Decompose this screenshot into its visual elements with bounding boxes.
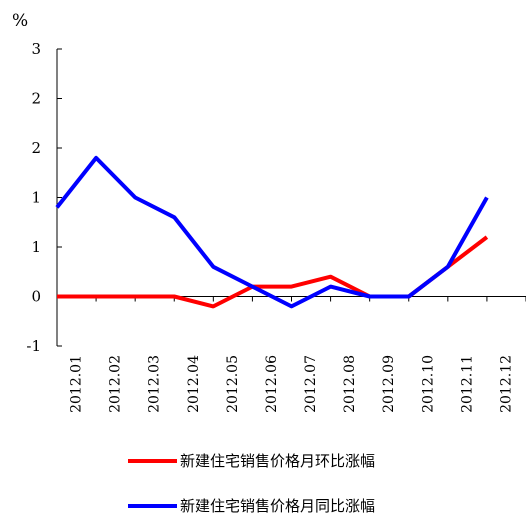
y-tick-label: 2 bbox=[31, 90, 41, 108]
x-tick-label: 2012.10 bbox=[420, 355, 436, 413]
y-axis-ticks: 3 2 2 1 1 0 -1 bbox=[26, 40, 62, 355]
legend-label-mom: 新建住宅销售价格月环比涨幅 bbox=[180, 452, 375, 470]
y-tick-label: 1 bbox=[31, 189, 41, 207]
x-tick-label: 2012.06 bbox=[264, 355, 280, 413]
x-axis-ticks: 2012.01 2012.02 2012.03 2012.04 2012.05 2012.… bbox=[69, 296, 526, 413]
x-tick-label: 2012.12 bbox=[498, 355, 514, 413]
x-tick-label: 2012.02 bbox=[108, 355, 124, 413]
x-tick-label: 2012.03 bbox=[147, 355, 163, 413]
legend-label-yoy: 新建住宅销售价格月同比涨幅 bbox=[180, 497, 375, 513]
x-tick-label: 2012.08 bbox=[342, 355, 358, 413]
y-tick-label: 2 bbox=[31, 139, 41, 157]
x-tick-label: 2012.07 bbox=[303, 355, 319, 413]
y-unit-label: % bbox=[12, 11, 28, 31]
y-tick-label: 1 bbox=[31, 238, 41, 256]
x-tick-label: 2012.04 bbox=[186, 355, 202, 413]
legend: 新建住宅销售价格月环比涨幅 新建住宅销售价格月同比涨幅 bbox=[128, 452, 375, 513]
y-tick-label: 0 bbox=[31, 288, 41, 306]
series-line-1 bbox=[55, 155, 489, 309]
series-lines bbox=[55, 155, 489, 309]
y-tick-label: 3 bbox=[31, 40, 41, 58]
x-tick-label: 2012.11 bbox=[459, 355, 475, 413]
y-tick-label: -1 bbox=[26, 337, 41, 355]
x-tick-label: 2012.05 bbox=[225, 355, 241, 413]
x-tick-label: 2012.09 bbox=[381, 355, 397, 413]
x-tick-label: 2012.01 bbox=[69, 355, 85, 413]
